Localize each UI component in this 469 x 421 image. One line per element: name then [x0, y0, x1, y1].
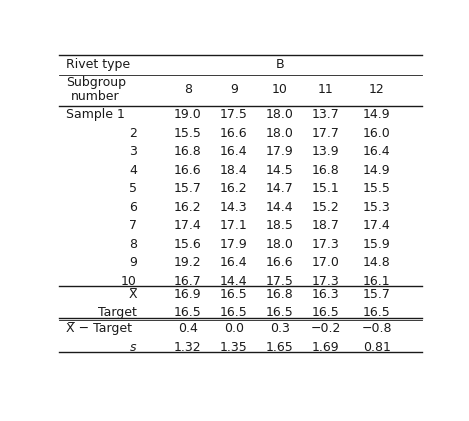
Text: 16.4: 16.4: [220, 145, 248, 158]
Text: 16.6: 16.6: [220, 127, 248, 140]
Text: 14.4: 14.4: [266, 201, 294, 213]
Text: 16.5: 16.5: [266, 306, 294, 320]
Text: 17.7: 17.7: [312, 127, 340, 140]
Text: 3: 3: [129, 145, 137, 158]
Text: 16.8: 16.8: [266, 288, 294, 301]
Text: 15.2: 15.2: [312, 201, 340, 213]
Text: 10: 10: [272, 83, 287, 96]
Text: 8: 8: [129, 237, 137, 250]
Text: 14.7: 14.7: [266, 182, 294, 195]
Text: 0.4: 0.4: [178, 322, 197, 336]
Text: 16.6: 16.6: [266, 256, 294, 269]
Text: 16.4: 16.4: [363, 145, 391, 158]
Text: 12: 12: [369, 83, 385, 96]
Text: 16.5: 16.5: [312, 306, 340, 320]
Text: 16.7: 16.7: [174, 274, 202, 288]
Text: 0.3: 0.3: [270, 322, 289, 336]
Text: 19.2: 19.2: [174, 256, 202, 269]
Text: 17.5: 17.5: [265, 274, 294, 288]
Text: 16.2: 16.2: [174, 201, 202, 213]
Text: 13.9: 13.9: [312, 145, 340, 158]
Text: 16.1: 16.1: [363, 274, 391, 288]
Text: 16.0: 16.0: [363, 127, 391, 140]
Text: 17.3: 17.3: [312, 237, 340, 250]
Text: 1.65: 1.65: [266, 341, 294, 354]
Text: 17.1: 17.1: [220, 219, 248, 232]
Text: 15.6: 15.6: [174, 237, 202, 250]
Text: 16.8: 16.8: [174, 145, 202, 158]
Text: 16.4: 16.4: [220, 256, 248, 269]
Text: 17.4: 17.4: [363, 219, 391, 232]
Text: X̅ − Target: X̅ − Target: [66, 322, 132, 336]
Text: 17.3: 17.3: [312, 274, 340, 288]
Text: 16.6: 16.6: [174, 164, 202, 177]
Text: 17.0: 17.0: [312, 256, 340, 269]
Text: 19.0: 19.0: [174, 108, 202, 121]
Text: 17.4: 17.4: [174, 219, 202, 232]
Text: 9: 9: [129, 256, 137, 269]
Text: Sample 1: Sample 1: [66, 108, 125, 121]
Text: 17.9: 17.9: [266, 145, 294, 158]
Text: 14.5: 14.5: [266, 164, 294, 177]
Text: 17.5: 17.5: [220, 108, 248, 121]
Text: 4: 4: [129, 164, 137, 177]
Text: 11: 11: [318, 83, 333, 96]
Text: −0.8: −0.8: [362, 322, 392, 336]
Text: 15.7: 15.7: [174, 182, 202, 195]
Text: 1.32: 1.32: [174, 341, 202, 354]
Text: 6: 6: [129, 201, 137, 213]
Text: 15.5: 15.5: [363, 182, 391, 195]
Text: X̅: X̅: [128, 288, 137, 301]
Text: 0.81: 0.81: [363, 341, 391, 354]
Text: 14.9: 14.9: [363, 164, 391, 177]
Text: 9: 9: [230, 83, 238, 96]
Text: 14.3: 14.3: [220, 201, 248, 213]
Text: 16.5: 16.5: [363, 306, 391, 320]
Text: s: s: [130, 341, 137, 354]
Text: 8: 8: [184, 83, 192, 96]
Text: 18.0: 18.0: [265, 127, 294, 140]
Text: 15.1: 15.1: [312, 182, 340, 195]
Text: −0.2: −0.2: [310, 322, 341, 336]
Text: 2: 2: [129, 127, 137, 140]
Text: Target: Target: [98, 306, 137, 320]
Text: Rivet type: Rivet type: [66, 58, 130, 71]
Text: 16.8: 16.8: [312, 164, 340, 177]
Text: B: B: [275, 58, 284, 71]
Text: 13.7: 13.7: [312, 108, 340, 121]
Text: 5: 5: [129, 182, 137, 195]
Text: 18.7: 18.7: [312, 219, 340, 232]
Text: 16.5: 16.5: [174, 306, 202, 320]
Text: 18.4: 18.4: [220, 164, 248, 177]
Text: 14.9: 14.9: [363, 108, 391, 121]
Text: 16.5: 16.5: [220, 306, 248, 320]
Text: 15.3: 15.3: [363, 201, 391, 213]
Text: 14.8: 14.8: [363, 256, 391, 269]
Text: 16.9: 16.9: [174, 288, 202, 301]
Text: 18.5: 18.5: [265, 219, 294, 232]
Text: 1.69: 1.69: [312, 341, 340, 354]
Text: 15.9: 15.9: [363, 237, 391, 250]
Text: 18.0: 18.0: [265, 237, 294, 250]
Text: 14.4: 14.4: [220, 274, 248, 288]
Text: 18.0: 18.0: [265, 108, 294, 121]
Text: 10: 10: [121, 274, 137, 288]
Text: 16.3: 16.3: [312, 288, 340, 301]
Text: 15.7: 15.7: [363, 288, 391, 301]
Text: 17.9: 17.9: [220, 237, 248, 250]
Text: number: number: [71, 90, 120, 103]
Text: 1.35: 1.35: [220, 341, 248, 354]
Text: 15.5: 15.5: [174, 127, 202, 140]
Text: Subgroup: Subgroup: [66, 77, 126, 89]
Text: 16.2: 16.2: [220, 182, 248, 195]
Text: 16.5: 16.5: [220, 288, 248, 301]
Text: 7: 7: [129, 219, 137, 232]
Text: 0.0: 0.0: [224, 322, 244, 336]
